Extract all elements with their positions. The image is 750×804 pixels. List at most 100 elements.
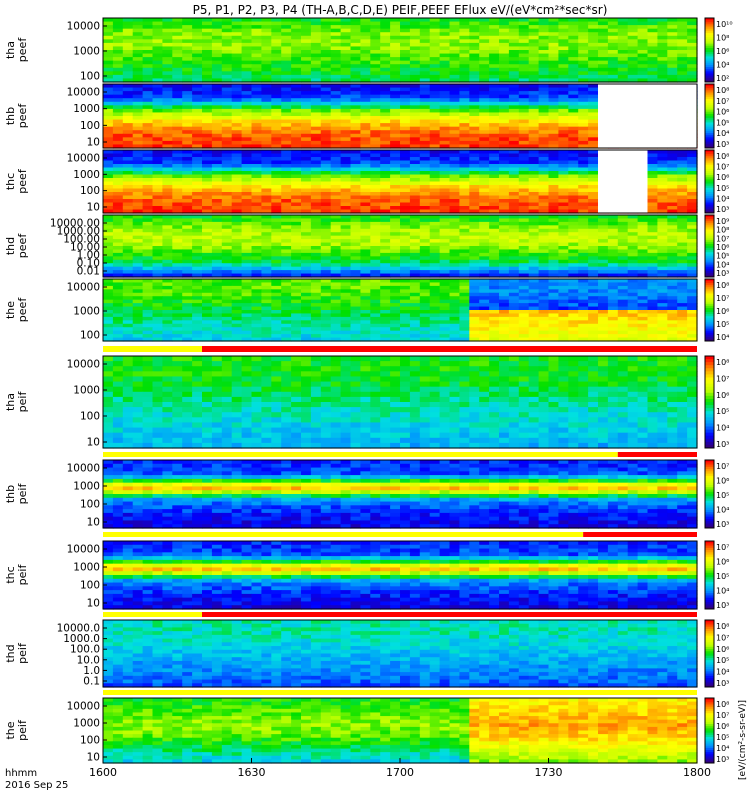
spectrogram-cell xyxy=(479,127,490,131)
spectrogram-cell xyxy=(440,75,451,79)
spectrogram-cell xyxy=(370,171,381,175)
spectrogram-cell xyxy=(360,112,371,116)
spectrogram-cell xyxy=(539,25,550,29)
spectrogram-cell xyxy=(648,243,659,247)
spectrogram-cell xyxy=(222,260,233,264)
spectrogram-cell xyxy=(162,300,173,304)
spectrogram-cell xyxy=(370,270,381,274)
spectrogram-cell xyxy=(400,157,411,161)
spectrogram-cell xyxy=(380,109,391,113)
spectrogram-cell xyxy=(123,256,134,260)
spectrogram-cell xyxy=(479,168,490,172)
spectrogram-cell xyxy=(202,203,213,207)
spectrogram-cell xyxy=(459,102,470,106)
spectrogram-cell xyxy=(549,102,560,106)
spectrogram-cell xyxy=(459,123,470,127)
spectrogram-cell xyxy=(291,57,302,61)
spectrogram-cell xyxy=(252,286,263,290)
spectrogram-cell xyxy=(608,18,619,22)
spectrogram-cell xyxy=(568,222,579,226)
spectrogram-cell xyxy=(351,116,362,120)
spectrogram-cell xyxy=(281,189,292,193)
spectrogram-cell xyxy=(687,71,698,75)
spectrogram-cell xyxy=(657,189,668,193)
spectrogram-cell xyxy=(588,109,599,113)
spectrogram-cell xyxy=(420,260,431,264)
spectrogram-cell xyxy=(153,64,164,68)
spectrogram-cell xyxy=(440,260,451,264)
spectrogram-cell xyxy=(459,293,470,297)
spectrogram-cell xyxy=(271,182,282,186)
spectrogram-cell xyxy=(657,232,668,236)
spectrogram-cell xyxy=(301,123,312,127)
spectrogram-cell xyxy=(459,84,470,88)
spectrogram-cell xyxy=(648,282,659,286)
spectrogram-cell xyxy=(687,171,698,175)
spectrogram-cell xyxy=(489,199,500,203)
spectrogram-cell xyxy=(529,293,540,297)
spectrogram-cell xyxy=(420,54,431,58)
spectrogram-cell xyxy=(450,232,461,236)
spectrogram-cell xyxy=(420,182,431,186)
spectrogram-cell xyxy=(162,215,173,219)
spectrogram-cell xyxy=(598,36,609,40)
spectrogram-cell xyxy=(400,98,411,102)
spectrogram-cell xyxy=(202,84,213,88)
spectrogram-cell xyxy=(469,22,480,26)
spectrogram-cell xyxy=(222,189,233,193)
spectrogram-cell xyxy=(331,253,342,257)
spectrogram-cell xyxy=(390,229,401,233)
spectrogram-cell xyxy=(370,36,381,40)
spectrogram-cell xyxy=(153,267,164,271)
spectrogram-cell xyxy=(222,289,233,293)
spectrogram-cell xyxy=(390,120,401,124)
spectrogram-cell xyxy=(271,134,282,138)
spectrogram-cell xyxy=(499,75,510,79)
spectrogram-cell xyxy=(162,229,173,233)
spectrogram-cell xyxy=(519,36,530,40)
spectrogram-cell xyxy=(143,239,154,243)
spectrogram-cell xyxy=(202,293,213,297)
spectrogram-cell xyxy=(202,64,213,68)
spectrogram-cell xyxy=(667,50,678,54)
spectrogram-cell xyxy=(182,29,193,33)
spectrogram-cell xyxy=(370,75,381,79)
spectrogram-cell xyxy=(212,134,223,138)
spectrogram-cell xyxy=(360,84,371,88)
spectrogram-cell xyxy=(430,256,441,260)
spectrogram-cell xyxy=(281,185,292,189)
spectrogram-cell xyxy=(133,102,144,106)
spectrogram-cell xyxy=(509,182,520,186)
spectrogram-cell xyxy=(232,168,243,172)
spectrogram-cell xyxy=(489,293,500,297)
spectrogram-cell xyxy=(469,168,480,172)
spectrogram-cell xyxy=(370,196,381,200)
spectrogram-cell xyxy=(103,36,114,40)
spectrogram-cell xyxy=(311,71,322,75)
spectrogram-cell xyxy=(370,279,381,283)
spectrogram-cell xyxy=(549,123,560,127)
spectrogram-cell xyxy=(489,105,500,109)
spectrogram-cell xyxy=(479,232,490,236)
spectrogram-cell xyxy=(568,18,579,22)
spectrogram-cell xyxy=(311,282,322,286)
spectrogram-cell xyxy=(252,161,263,165)
spectrogram-cell xyxy=(558,229,569,233)
spectrogram-cell xyxy=(261,249,272,253)
spectrogram-cell xyxy=(143,130,154,134)
spectrogram-cell xyxy=(271,130,282,134)
spectrogram-cell xyxy=(331,68,342,72)
panel-product-label: peef xyxy=(16,168,29,194)
spectrogram-cell xyxy=(558,249,569,253)
spectrogram-cell xyxy=(192,300,203,304)
spectrogram-cell xyxy=(113,150,124,154)
spectrogram-cell xyxy=(113,32,124,36)
spectrogram-cell xyxy=(459,88,470,92)
spectrogram-cell xyxy=(311,39,322,43)
spectrogram-cell xyxy=(618,253,629,257)
spectrogram-cell xyxy=(430,296,441,300)
spectrogram-cell xyxy=(232,116,243,120)
spectrogram-cell xyxy=(212,282,223,286)
spectrogram-cell xyxy=(360,196,371,200)
spectrogram-cell xyxy=(479,32,490,36)
